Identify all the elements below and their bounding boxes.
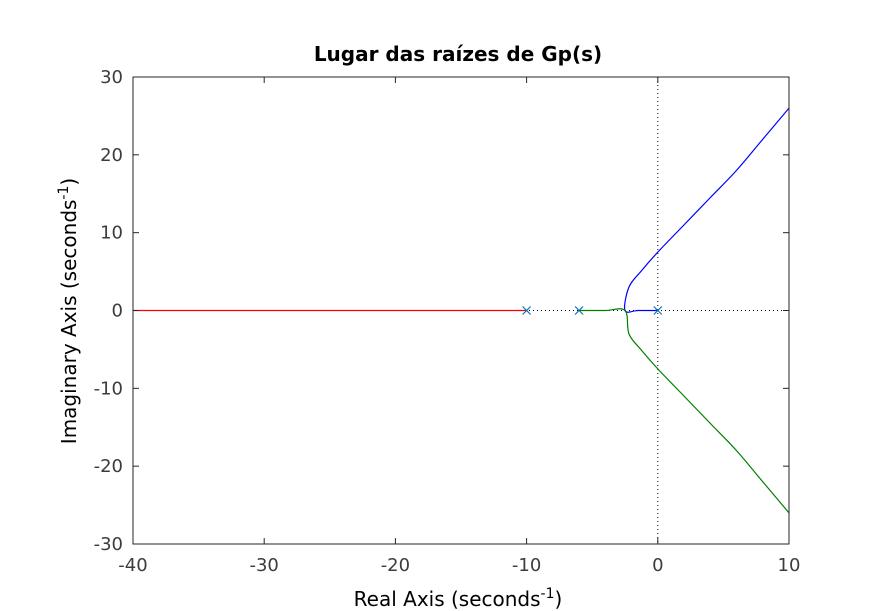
y-tick-label: -30 bbox=[94, 534, 123, 555]
y-axis-label: Imaginary Axis (seconds-1) bbox=[56, 178, 81, 444]
locus-branch-3 bbox=[579, 308, 790, 514]
pole-markers bbox=[522, 306, 663, 315]
y-tick-label: 30 bbox=[100, 67, 123, 88]
y-axis-label-text: Imaginary Axis (seconds bbox=[57, 200, 81, 445]
pole-marker-1 bbox=[522, 306, 532, 315]
locus-branches bbox=[133, 107, 790, 514]
x-tick-label: -20 bbox=[381, 555, 410, 576]
y-axis-label-end: ) bbox=[57, 178, 81, 186]
x-axis-label-text: Real Axis (seconds bbox=[354, 587, 541, 611]
y-tick-label: 20 bbox=[100, 145, 123, 166]
chart-title: Lugar das raízes de Gp(s) bbox=[314, 42, 602, 66]
x-tick-label: 0 bbox=[652, 555, 663, 576]
x-axis-label: Real Axis (seconds-1) bbox=[354, 586, 563, 611]
locus-branch-2 bbox=[624, 107, 790, 313]
pole-marker-2 bbox=[574, 306, 584, 315]
x-axis-label-superscript: -1 bbox=[541, 586, 555, 602]
x-tick-label: 10 bbox=[778, 555, 801, 576]
y-tick-label: -10 bbox=[94, 378, 123, 399]
pole-marker-3 bbox=[653, 306, 663, 315]
y-axis-label-superscript: -1 bbox=[56, 186, 72, 200]
x-tick-label: -10 bbox=[512, 555, 541, 576]
x-axis-label-end: ) bbox=[555, 587, 563, 611]
x-tick-label: -40 bbox=[118, 555, 147, 576]
y-tick-label: 0 bbox=[112, 301, 123, 322]
y-tick-label: -20 bbox=[94, 456, 123, 477]
x-tick-label: -30 bbox=[249, 555, 278, 576]
y-tick-label: 10 bbox=[100, 223, 123, 244]
